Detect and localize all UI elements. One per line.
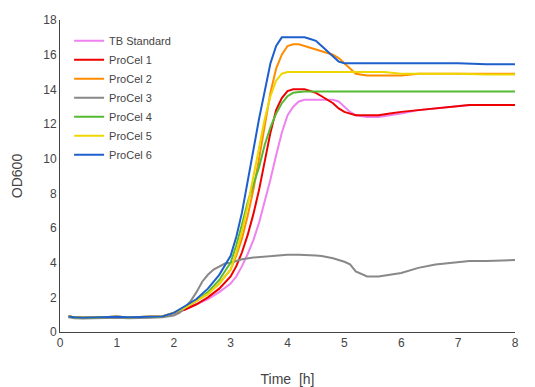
svg-text:ProCel 1: ProCel 1 xyxy=(109,54,152,66)
svg-text:ProCel 3: ProCel 3 xyxy=(109,92,152,104)
svg-text:14: 14 xyxy=(43,83,57,97)
svg-text:2: 2 xyxy=(50,291,57,305)
svg-text:4: 4 xyxy=(50,256,57,270)
svg-text:12: 12 xyxy=(43,117,57,131)
svg-text:4: 4 xyxy=(284,336,291,350)
svg-text:6: 6 xyxy=(398,336,405,350)
svg-text:0: 0 xyxy=(50,325,57,339)
svg-text:ProCel 2: ProCel 2 xyxy=(109,73,152,85)
svg-text:OD600: OD600 xyxy=(9,154,25,199)
svg-text:2: 2 xyxy=(170,336,177,350)
svg-text:0: 0 xyxy=(57,336,64,350)
svg-text:3: 3 xyxy=(227,336,234,350)
svg-text:10: 10 xyxy=(43,152,57,166)
svg-text:1: 1 xyxy=(114,336,121,350)
svg-text:16: 16 xyxy=(43,48,57,62)
svg-text:6: 6 xyxy=(50,221,57,235)
svg-text:TB Standard: TB Standard xyxy=(109,35,171,47)
svg-text:8: 8 xyxy=(50,187,57,201)
svg-text:5: 5 xyxy=(341,336,348,350)
svg-text:18: 18 xyxy=(43,13,57,27)
svg-text:ProCel 4: ProCel 4 xyxy=(109,111,152,123)
svg-text:7: 7 xyxy=(455,336,462,350)
svg-text:ProCel 6: ProCel 6 xyxy=(109,149,152,161)
svg-text:Time [h]: Time [h] xyxy=(261,371,315,387)
svg-text:8: 8 xyxy=(512,336,519,350)
svg-text:ProCel 5: ProCel 5 xyxy=(109,130,152,142)
